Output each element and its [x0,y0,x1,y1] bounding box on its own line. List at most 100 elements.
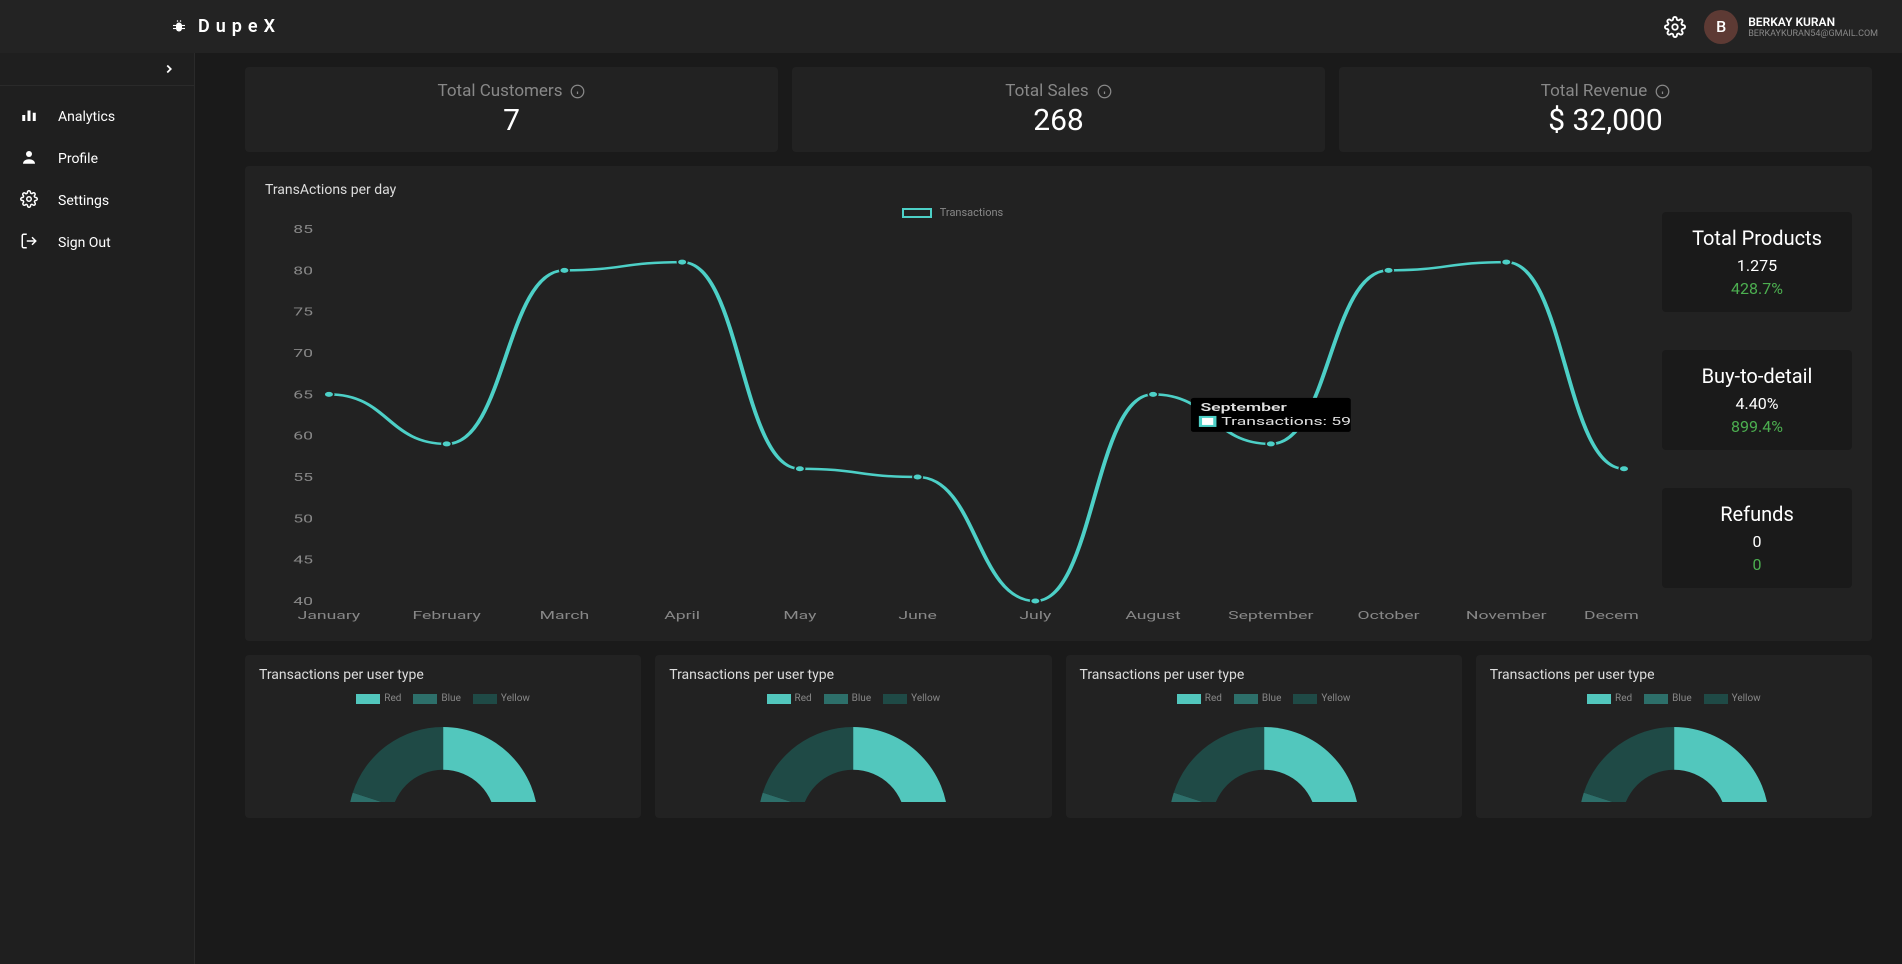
svg-text:80: 80 [293,264,313,277]
kpi-value: 7 [259,103,764,138]
svg-text:55: 55 [293,471,313,484]
svg-text:Transactions: 59: Transactions: 59 [1221,414,1351,427]
user-menu[interactable]: B BERKAY KURAN BERKAYKURAN54@GMAIL.COM [1704,10,1878,44]
sidebar-item-label: Sign Out [58,235,111,251]
svg-text:May: May [783,609,816,622]
donut-title: Transactions per user type [259,667,627,683]
legend-swatch [1293,694,1317,704]
donut-title: Transactions per user type [669,667,1037,683]
transactions-chart-panel: TransActions per day Transactions 404550… [245,166,1872,641]
info-icon[interactable] [1097,84,1112,99]
legend-swatch [1177,694,1201,704]
settings-gear-icon[interactable] [1664,16,1686,38]
stat-title: Refunds [1672,502,1842,526]
legend-swatch [883,694,907,704]
line-chart[interactable]: 40455055606570758085JanuaryFebruaryMarch… [265,223,1640,623]
svg-text:October: October [1358,609,1420,622]
info-icon[interactable] [1655,84,1670,99]
stat-change: 899.4% [1672,417,1842,436]
stat-change: 0 [1672,555,1842,574]
chart-title: TransActions per day [265,182,1640,198]
legend-item[interactable]: Yellow [883,693,940,704]
stat-value: 0 [1672,532,1842,551]
sidebar-item-analytics[interactable]: Analytics [0,96,194,138]
stat-card: Total Products1.275428.7% [1662,212,1852,312]
sidebar-item-label: Profile [58,151,98,167]
svg-text:September: September [1228,609,1313,622]
bar-chart-icon [20,106,38,128]
svg-text:40: 40 [293,595,313,608]
kpi-label: Total Revenue [1541,81,1670,101]
legend-text: Red [1615,693,1632,704]
user-name: BERKAY KURAN [1748,15,1878,29]
stat-card: Refunds 0 0 [1662,488,1852,588]
chevron-right-icon [162,62,176,76]
legend-item[interactable]: Yellow [1704,693,1761,704]
svg-text:April: April [664,609,700,622]
svg-text:June: June [898,609,937,622]
avatar: B [1704,10,1738,44]
sidebar-item-settings[interactable]: Settings [0,180,194,222]
donut-legend[interactable]: Red Blue Yellow [259,693,627,704]
stat-card: Buy-to-detail 4.40% 899.4% [1662,350,1852,450]
legend-text: Red [1205,693,1222,704]
kpi-card: Total Sales268 [792,67,1325,152]
svg-text:75: 75 [293,305,313,318]
donut-card: Transactions per user type Red Blue Yellow [655,655,1051,818]
svg-text:50: 50 [293,512,313,525]
legend-text: Blue [441,693,460,704]
svg-text:September: September [1200,400,1287,413]
donut-legend[interactable]: Red Blue Yellow [669,693,1037,704]
donut-chart[interactable] [669,712,1037,802]
legend-text: Yellow [911,693,940,704]
donut-chart[interactable] [259,712,627,802]
legend-swatch [356,694,380,704]
brand-text: DupeX [198,16,281,37]
kpi-label: Total Sales [1005,81,1111,101]
legend-item[interactable]: Blue [413,693,460,704]
donut-chart[interactable] [1490,712,1858,802]
svg-text:85: 85 [293,223,313,236]
sidebar-item-profile[interactable]: Profile [0,138,194,180]
stat-change: 428.7% [1672,279,1842,298]
main-content: Total Customers7Total Sales268Total Reve… [195,53,1902,964]
legend-item[interactable]: Red [767,693,812,704]
legend-item[interactable]: Blue [824,693,871,704]
legend-text: Yellow [1732,693,1761,704]
legend-item[interactable]: Blue [1234,693,1281,704]
legend-text: Yellow [501,693,530,704]
sidebar-item-label: Settings [58,193,109,209]
kpi-value: $ 32,000 [1353,103,1858,138]
info-icon[interactable] [570,84,585,99]
donut-title: Transactions per user type [1080,667,1448,683]
stat-value: 4.40% [1672,394,1842,413]
legend-item[interactable]: Red [1587,693,1632,704]
legend-item[interactable]: Blue [1644,693,1691,704]
legend-swatch [1704,694,1728,704]
legend-label: Transactions [940,206,1003,219]
legend-item[interactable]: Red [356,693,401,704]
legend-item[interactable]: Yellow [473,693,530,704]
bug-icon [170,18,188,36]
sidebar-collapse-toggle[interactable] [0,53,194,86]
kpi-label: Total Customers [438,81,586,101]
chart-legend[interactable]: Transactions [265,206,1640,219]
legend-item[interactable]: Red [1177,693,1222,704]
brand-logo[interactable]: DupeX [170,16,281,37]
svg-text:March: March [540,609,590,622]
donut-legend[interactable]: Red Blue Yellow [1080,693,1448,704]
legend-swatch [1234,694,1258,704]
sidebar-item-label: Analytics [58,109,115,125]
legend-item[interactable]: Yellow [1293,693,1350,704]
donut-card: Transactions per user type Red Blue Yellow [245,655,641,818]
user-icon [20,148,38,170]
donut-chart[interactable] [1080,712,1448,802]
kpi-card: Total Revenue$ 32,000 [1339,67,1872,152]
svg-text:November: November [1466,609,1547,622]
legend-swatch [824,694,848,704]
stat-title: Buy-to-detail [1672,364,1842,388]
sidebar-item-sign-out[interactable]: Sign Out [0,222,194,264]
donut-legend[interactable]: Red Blue Yellow [1490,693,1858,704]
legend-text: Yellow [1321,693,1350,704]
kpi-card: Total Customers7 [245,67,778,152]
